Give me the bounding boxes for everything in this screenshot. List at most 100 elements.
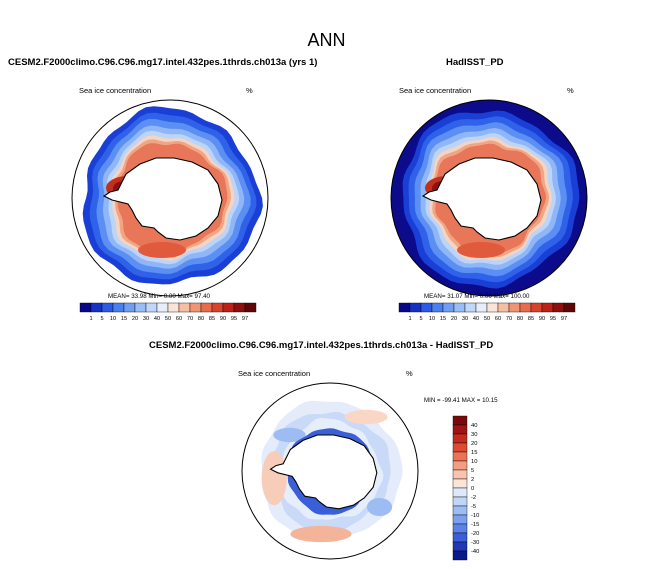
colorbar-swatch (452, 451, 468, 462)
panel2-polar-map (390, 99, 588, 297)
sea-ice-high-area (457, 242, 505, 258)
colorbar-tick-label: 90 (220, 316, 226, 322)
colorbar-tick-label: 50 (165, 316, 171, 322)
colorbar-tick-label: -30 (471, 540, 479, 546)
diff-positive-area (261, 451, 287, 506)
colorbar-swatch (563, 302, 576, 313)
colorbar-swatch (200, 302, 213, 313)
colorbar-tick-label: 40 (471, 423, 477, 429)
colorbar-tick-label: 85 (209, 316, 215, 322)
colorbar-tick-label: -15 (471, 522, 479, 528)
colorbar-swatch (497, 302, 510, 313)
colorbar-swatch (452, 514, 468, 525)
map-border (241, 382, 419, 560)
colorbar-tick-label: 60 (495, 316, 501, 322)
colorbar-tick-label: 1 (408, 316, 411, 322)
colorbar-tick-label: 95 (550, 316, 556, 322)
colorbar-swatch (420, 302, 433, 313)
colorbar-swatch (156, 302, 169, 313)
panel2-stats: MEAN= 31.07 Min= 0.00 Max= 100.00 (424, 293, 530, 300)
antarctica-outline (102, 157, 223, 241)
colorbar-swatch (464, 302, 477, 313)
antarctica-outline (421, 157, 542, 241)
colorbar-swatch (145, 302, 158, 313)
colorbar-swatch (452, 523, 468, 534)
colorbar-swatch (101, 302, 114, 313)
colorbar-swatch (452, 505, 468, 516)
colorbar-swatch (452, 550, 468, 561)
colorbar-swatch (452, 442, 468, 453)
colorbar-tick-label: 5 (419, 316, 422, 322)
colorbar-tick-label: 10 (110, 316, 116, 322)
colorbar-tick-label: 70 (187, 316, 193, 322)
colorbar-tick-label: 15 (440, 316, 446, 322)
colorbar-tick-label: 97 (561, 316, 567, 322)
colorbar-swatch (530, 302, 543, 313)
antarctica-outline (269, 434, 378, 510)
colorbar-tick-label: 97 (242, 316, 248, 322)
colorbar-swatch (452, 541, 468, 552)
colorbar-tick-label: 10 (429, 316, 435, 322)
colorbar-swatch (452, 487, 468, 498)
panel2-colorbar: 1 5 10 15 20 30 40 50 60 70 80 85 90 95 97 (398, 302, 576, 322)
panel3-unit-label: % (406, 369, 413, 378)
colorbar-swatch (134, 302, 147, 313)
colorbar-tick-label: -2 (471, 495, 476, 501)
colorbar-swatch (452, 433, 468, 444)
colorbar-swatch (452, 496, 468, 507)
colorbar-swatch (167, 302, 180, 313)
colorbar-swatch (398, 302, 411, 313)
colorbar-swatch (452, 415, 468, 426)
colorbar-swatch (189, 302, 202, 313)
colorbar-tick-label: 80 (517, 316, 523, 322)
page-title: ANN (307, 30, 346, 50)
colorbar-swatch (519, 302, 532, 313)
colorbar-tick-label: 70 (506, 316, 512, 322)
panel2-variable-label: Sea ice concentration (399, 86, 472, 95)
colorbar-tick-label: 85 (528, 316, 534, 322)
colorbar-tick-label: 95 (231, 316, 237, 322)
colorbar-swatch (79, 302, 92, 313)
panel1-variable-label: Sea ice concentration (79, 86, 152, 95)
colorbar-tick-label: 60 (176, 316, 182, 322)
panel3-polar-map (241, 382, 419, 560)
colorbar-tick-label: 30 (462, 316, 468, 322)
panel3-variable-label: Sea ice concentration (238, 369, 311, 378)
colorbar-swatch (123, 302, 136, 313)
diff-negative-area (273, 427, 306, 443)
colorbar-tick-label: 10 (471, 459, 477, 465)
panel3-title: CESM2.F2000climo.C96.C96.mg17.intel.432p… (149, 340, 494, 351)
panel1-polar-map (71, 99, 269, 297)
colorbar-swatch (178, 302, 191, 313)
colorbar-swatch (452, 424, 468, 435)
panel1-title: CESM2.F2000climo.C96.C96.mg17.intel.432p… (8, 57, 318, 68)
colorbar-tick-label: 20 (132, 316, 138, 322)
colorbar-swatch (452, 478, 468, 489)
colorbar-tick-label: 90 (539, 316, 545, 322)
colorbar-tick-label: -20 (471, 531, 479, 537)
sea-ice-high-area (138, 242, 186, 258)
colorbar-tick-label: 30 (471, 432, 477, 438)
panel3-stats: MIN = -99.41 MAX = 10.15 (424, 397, 498, 404)
colorbar-swatch (452, 460, 468, 471)
colorbar-tick-label: 40 (154, 316, 160, 322)
colorbar-tick-label: 2 (471, 477, 474, 483)
colorbar-tick-label: 20 (451, 316, 457, 322)
map-border (390, 99, 588, 297)
colorbar-tick-label: 5 (100, 316, 103, 322)
diff-positive-area (344, 409, 388, 425)
diff-negative-area (366, 498, 393, 516)
colorbar-swatch (112, 302, 125, 313)
panel2-unit-label: % (567, 86, 574, 95)
colorbar-swatch (486, 302, 499, 313)
colorbar-swatch (409, 302, 422, 313)
colorbar-swatch (244, 302, 257, 313)
colorbar-tick-label: 15 (471, 450, 477, 456)
colorbar-tick-label: 50 (484, 316, 490, 322)
colorbar-tick-label: 1 (89, 316, 92, 322)
colorbar-tick-label: 80 (198, 316, 204, 322)
colorbar-swatch (90, 302, 103, 313)
panel1-unit-label: % (246, 86, 253, 95)
colorbar-tick-label: 20 (471, 441, 477, 447)
